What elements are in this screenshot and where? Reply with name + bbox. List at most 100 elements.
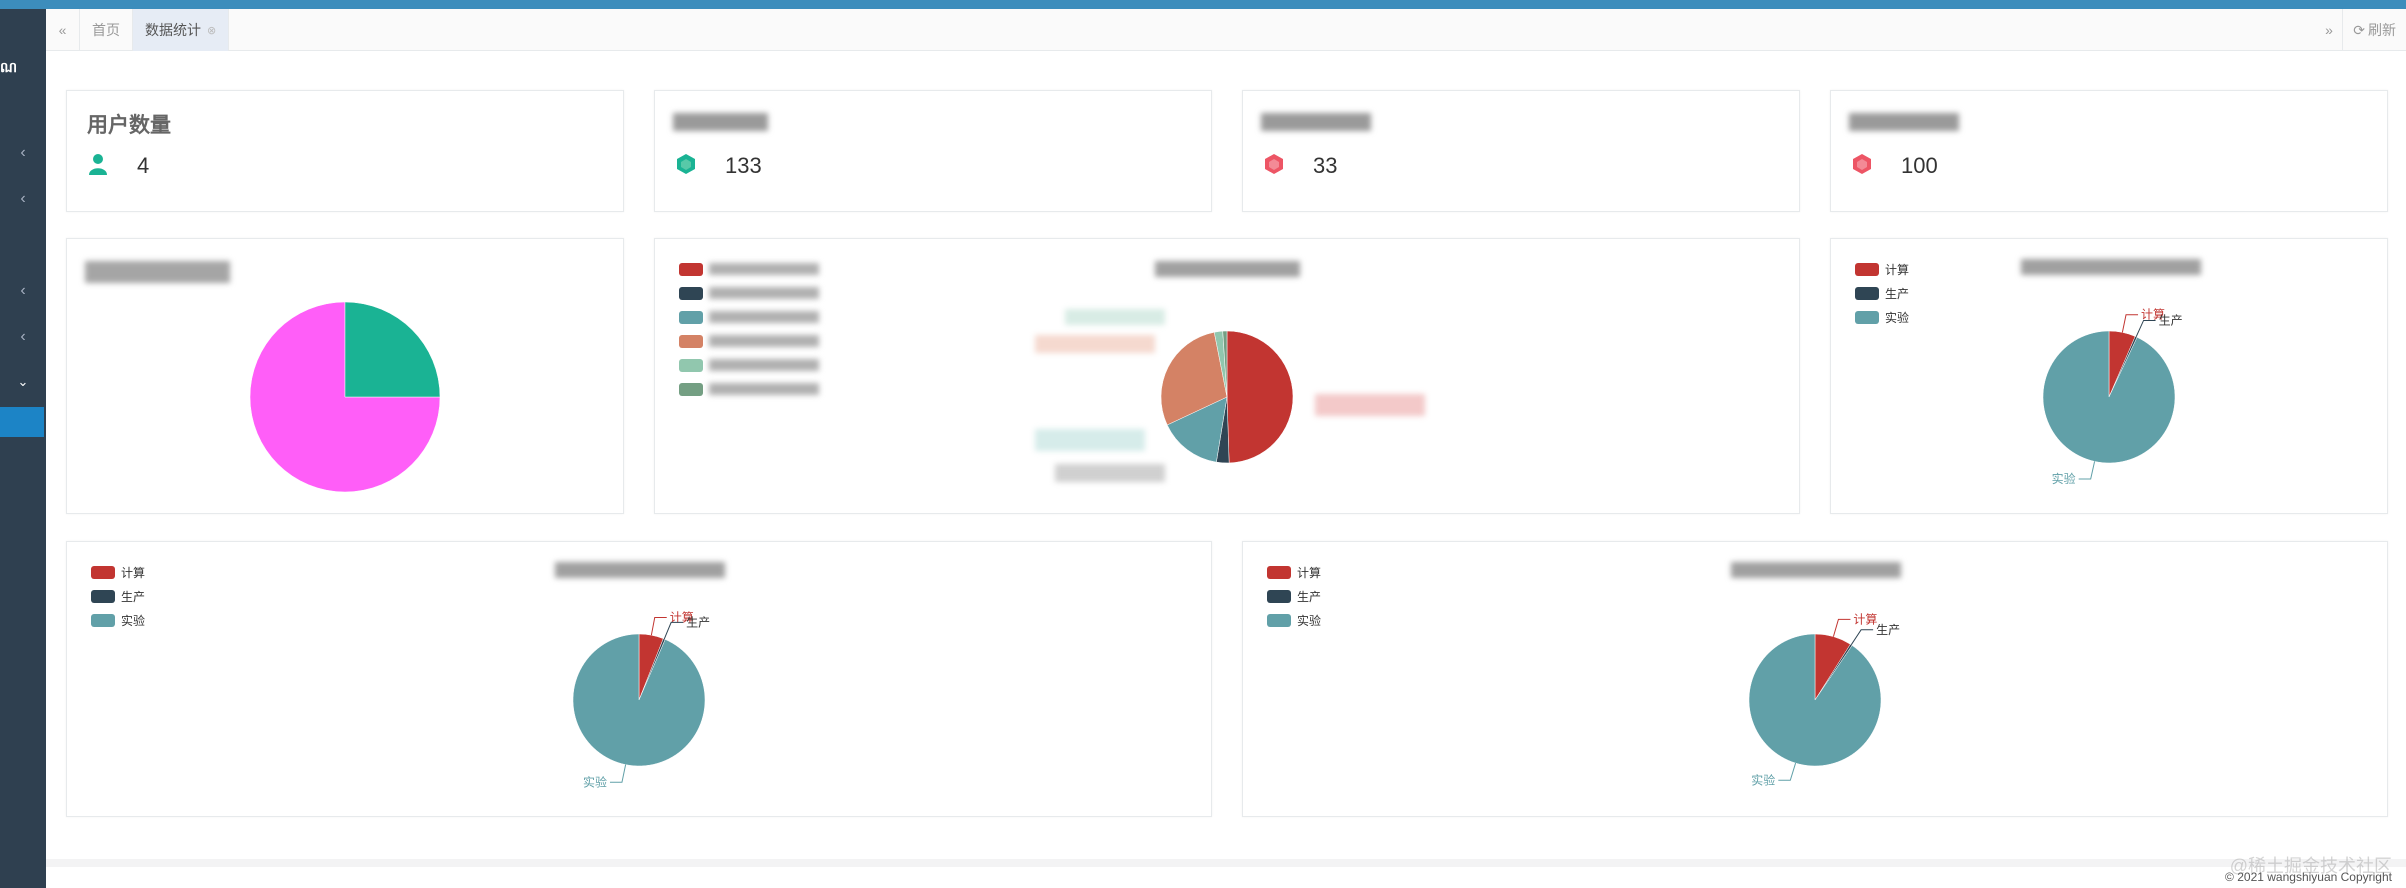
legend-item[interactable] [679,257,819,281]
legend-item[interactable]: 计算 [1855,257,1909,281]
tab-bar: « 首页 数据统计 ⊗ » ⟳ 刷新 [46,9,2406,51]
sidebar-item-1[interactable]: ‹ [0,138,46,168]
pie-slice[interactable] [1160,331,1228,426]
stat-title-redacted [1849,113,1959,131]
close-icon[interactable]: ⊗ [207,24,217,37]
legend-label: 实验 [1885,310,1910,325]
legend-swatch [1855,310,1879,324]
footer: @稀土掘金技术社区 © 2021 wangshiyuan Copyright [46,856,2406,888]
sidebar-item-expanded[interactable]: ⌄ [0,367,46,397]
dashboard-content: 用户数量 4 133 33 [46,51,2406,859]
legend-swatch [1267,613,1291,627]
refresh-label: 刷新 [2368,22,2396,38]
pie-chart [1160,330,1294,464]
tab-home-label: 首页 [92,22,120,38]
refresh-button[interactable]: ⟳ 刷新 [2342,9,2406,51]
legend-item[interactable]: 计算 [1267,560,1321,584]
chart-card-5: 计算 生产 实验 计算 生产 实验 [1242,541,2388,817]
pie-label: 计算 [2141,307,2165,322]
pie-label: 实验 [1751,772,1775,787]
legend-item[interactable]: 实验 [1267,608,1321,632]
watermark: @稀土掘金技术社区 [2229,856,2392,876]
legend-label: 实验 [1297,613,1322,628]
pie-label-redacted [1315,394,1425,416]
sidebar-brand[interactable]: ​ណ [0,58,18,75]
chart-card-4: 计算 生产 实验 计算生产实验 [66,541,1212,817]
chevron-left-icon: ‹ [20,282,26,299]
pie-slice[interactable] [1748,633,1882,767]
legend-label: 计算 [121,565,146,580]
pie-slice[interactable] [344,301,441,398]
chart-legend: 计算 生产 实验 [1267,560,1321,632]
chevron-left-icon: ‹ [20,144,26,161]
legend-item[interactable] [679,377,819,401]
stat-value: 100 [1901,153,1938,178]
stat-value: 33 [1313,153,1338,178]
legend-item[interactable]: 生产 [1267,584,1321,608]
legend-item[interactable] [679,353,819,377]
chart-title-redacted [1731,562,1901,578]
pie-label-line [2078,461,2096,480]
chart-card-3: 计算 生产 实验 计算 生产 实验 [1830,238,2388,514]
stat-title-redacted [1261,113,1371,131]
pie-chart [249,301,441,493]
legend-item[interactable] [679,329,819,353]
legend-label: 计算 [1297,565,1322,580]
pie-label-line [609,764,627,783]
gem-icon [677,154,695,174]
sidebar-item-3[interactable]: ‹ [0,276,46,306]
legend-swatch [1267,589,1291,603]
pie-label-line [2135,319,2156,338]
sidebar-item-2[interactable]: ‹ [0,184,46,214]
pie-label-redacted [1035,335,1155,353]
legend-item[interactable] [679,305,819,329]
legend-item[interactable] [679,281,819,305]
chart-legend [679,257,819,401]
legend-item[interactable]: 计算 [91,560,145,584]
legend-swatch [91,565,115,579]
legend-swatch [1855,262,1879,276]
chart-legend: 计算 生产 实验 [91,560,145,632]
tab-scroll-right-button[interactable]: » [2314,9,2344,51]
stat-card-3: 33 [1242,90,1800,212]
legend-item[interactable]: 生产 [91,584,145,608]
sidebar-item-active[interactable] [0,407,44,437]
sidebar-item-4[interactable]: ‹ [0,322,46,352]
pie-slice[interactable] [2042,330,2176,464]
pie-slice[interactable] [249,301,441,493]
tab-statistics[interactable]: 数据统计 ⊗ [133,9,230,51]
double-left-icon: « [58,22,67,38]
legend-label: 计算 [1885,262,1910,277]
legend-item[interactable]: 生产 [1855,281,1909,305]
pie-label: 实验 [583,774,607,789]
top-bar [0,0,2406,9]
legend-label: 实验 [121,613,146,628]
pie-label-redacted [1065,309,1165,325]
pie-label: 实验 [2052,471,2076,486]
legend-item[interactable]: 实验 [91,608,145,632]
refresh-icon: ⟳ [2353,21,2365,38]
sidebar: ​ណ ‹ ‹ ‹ ‹ ⌄ [0,9,46,888]
pie-slice[interactable] [1222,330,1228,398]
pie-slice[interactable] [1226,330,1294,464]
pie-slice[interactable] [1166,396,1228,463]
pie-label-line [1832,618,1851,637]
gem-icon [1265,154,1283,174]
legend-item[interactable]: 实验 [1855,305,1909,329]
gem-icon [1853,154,1871,174]
main-area: « 首页 数据统计 ⊗ » ⟳ 刷新 用户数量 4 133 [46,9,2406,888]
legend-label: 生产 [1885,286,1910,301]
tab-statistics-label: 数据统计 [145,22,201,38]
tab-scroll-left-button[interactable]: « [46,9,80,51]
legend-swatch [1855,286,1879,300]
pie-label-line [1778,762,1797,781]
copyright: © 2021 wangshiyuan Copyright [2225,870,2392,884]
double-right-icon: » [2325,22,2333,38]
pie-label: 生产 [2159,313,2183,327]
pie-slice[interactable] [572,633,706,767]
pie-label: 计算 [1853,611,1877,626]
legend-swatch [91,589,115,603]
tab-home[interactable]: 首页 [80,9,133,51]
legend-label: 生产 [1297,589,1322,604]
